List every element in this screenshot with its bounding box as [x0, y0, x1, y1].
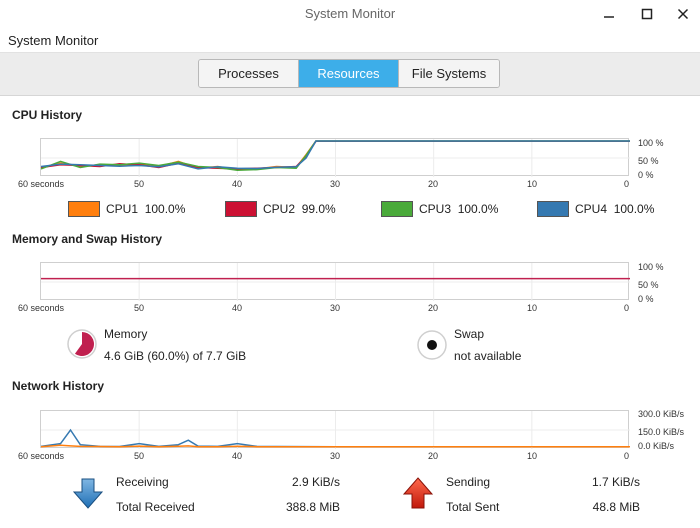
- cpu4-value: 100.0%: [613, 202, 655, 216]
- sending-series-line: [41, 444, 630, 448]
- mem-y-label-100: 100 %: [638, 262, 664, 272]
- receiving-label: Receiving: [116, 475, 169, 489]
- tab-resources[interactable]: Resources: [299, 60, 399, 87]
- network-x-axis: 60 seconds 50 40 30 20 10 0: [0, 451, 700, 463]
- cpu-y-label-50: 50 %: [638, 156, 659, 166]
- mem-x-label: 30: [330, 303, 341, 313]
- cpu3-name: CPU3: [419, 202, 452, 216]
- window-titlebar: System Monitor: [0, 0, 700, 28]
- cpu1-legend: CPU1 100.0%: [68, 201, 185, 217]
- memory-history-title: Memory and Swap History: [12, 232, 163, 246]
- total-received-label: Total Received: [116, 500, 195, 514]
- cpu1-value: 100.0%: [144, 202, 186, 216]
- swap-value: not available: [454, 349, 522, 363]
- cpu-history-plot: [41, 139, 630, 177]
- cpu3-color-button[interactable]: [381, 201, 413, 217]
- cpu2-value: 99.0%: [301, 202, 336, 216]
- cpu4-name: CPU4: [575, 202, 608, 216]
- memory-value: 4.6 GiB (60.0%) of 7.7 GiB: [104, 349, 247, 363]
- window-title: System Monitor: [304, 6, 396, 21]
- tab-processes[interactable]: Processes: [199, 60, 299, 87]
- memory-pie-chart: [67, 329, 97, 359]
- cpu-y-label-100: 100 %: [638, 138, 664, 148]
- sending-value: 1.7 KiB/s: [591, 475, 640, 489]
- swap-label: Swap: [454, 327, 485, 341]
- net-y-label-300: 300.0 KiB/s: [638, 409, 685, 419]
- tab-bar: Processes Resources File Systems: [0, 52, 700, 96]
- cpu3-legend: CPU3 100.0%: [381, 201, 498, 217]
- mem-x-label: 20: [428, 303, 439, 313]
- cpu-x-axis: 60 seconds 50 40 30 20 10 0: [0, 179, 700, 191]
- memory-history-graph: [40, 262, 630, 301]
- cpu2-color-button[interactable]: [225, 201, 257, 217]
- net-x-label: 0: [624, 451, 630, 461]
- app-header: System Monitor: [0, 28, 700, 52]
- memory-x-axis: 60 seconds 50 40 30 20 10 0: [0, 303, 700, 315]
- sending-arrow-icon[interactable]: [402, 476, 434, 510]
- close-icon[interactable]: [672, 4, 694, 24]
- mem-y-label-0: 0 %: [638, 294, 654, 304]
- total-sent-label: Total Sent: [446, 500, 500, 514]
- memory-pie-slice: [74, 332, 95, 356]
- memory-label: Memory: [104, 327, 148, 341]
- app-title: System Monitor: [8, 33, 99, 48]
- network-history-plot: [41, 411, 630, 449]
- cpu4-series-line: [41, 140, 630, 170]
- cpu1-name: CPU1: [106, 202, 139, 216]
- cpu-x-label: 10: [527, 179, 538, 189]
- net-x-label: 50: [134, 451, 145, 461]
- net-x-label: 40: [232, 451, 243, 461]
- memory-pie-icon[interactable]: [66, 328, 98, 360]
- tab-file-systems[interactable]: File Systems: [399, 60, 499, 87]
- net-x-label: 30: [330, 451, 341, 461]
- receiving-value: 2.9 KiB/s: [291, 475, 340, 489]
- mem-x-label: 50: [134, 303, 145, 313]
- net-y-label-150: 150.0 KiB/s: [638, 427, 685, 437]
- network-history-graph: [40, 410, 630, 449]
- total-sent-value: 48.8 MiB: [592, 500, 640, 514]
- cpu-x-label: 50: [134, 179, 145, 189]
- receiving-arrow-icon[interactable]: [72, 478, 104, 510]
- cpu-x-label: 20: [428, 179, 439, 189]
- cpu-history-graph: [40, 138, 630, 177]
- sending-label: Sending: [446, 475, 491, 489]
- cpu-y-label-0: 0 %: [638, 170, 654, 180]
- swap-pie-icon[interactable]: [416, 329, 448, 361]
- cpu4-legend: CPU4 100.0%: [537, 201, 654, 217]
- network-history-title: Network History: [12, 379, 105, 393]
- cpu-history-title: CPU History: [12, 108, 83, 122]
- cpu-x-label: 0: [624, 179, 630, 189]
- cpu3-value: 100.0%: [457, 202, 499, 216]
- net-x-label: 60 seconds: [18, 451, 65, 461]
- net-x-label: 20: [428, 451, 439, 461]
- mem-x-label: 10: [527, 303, 538, 313]
- maximize-icon[interactable]: [636, 4, 658, 24]
- cpu4-color-button[interactable]: [537, 201, 569, 217]
- mem-y-label-50: 50 %: [638, 280, 659, 290]
- cpu2-legend: CPU2 99.0%: [225, 201, 336, 217]
- cpu-x-label: 60 seconds: [18, 179, 65, 189]
- view-switcher: Processes Resources File Systems: [198, 59, 500, 88]
- net-x-label: 10: [527, 451, 538, 461]
- net-y-label-0: 0.0 KiB/s: [638, 441, 675, 451]
- total-received-value: 388.8 MiB: [285, 500, 340, 514]
- mem-x-label: 60 seconds: [18, 303, 65, 313]
- cpu2-name: CPU2: [263, 202, 296, 216]
- cpu1-color-button[interactable]: [68, 201, 100, 217]
- cpu-x-label: 40: [232, 179, 243, 189]
- memory-history-plot: [41, 263, 630, 301]
- cpu-x-label: 30: [330, 179, 341, 189]
- minimize-icon[interactable]: [598, 4, 620, 24]
- mem-x-label: 0: [624, 303, 630, 313]
- mem-x-label: 40: [232, 303, 243, 313]
